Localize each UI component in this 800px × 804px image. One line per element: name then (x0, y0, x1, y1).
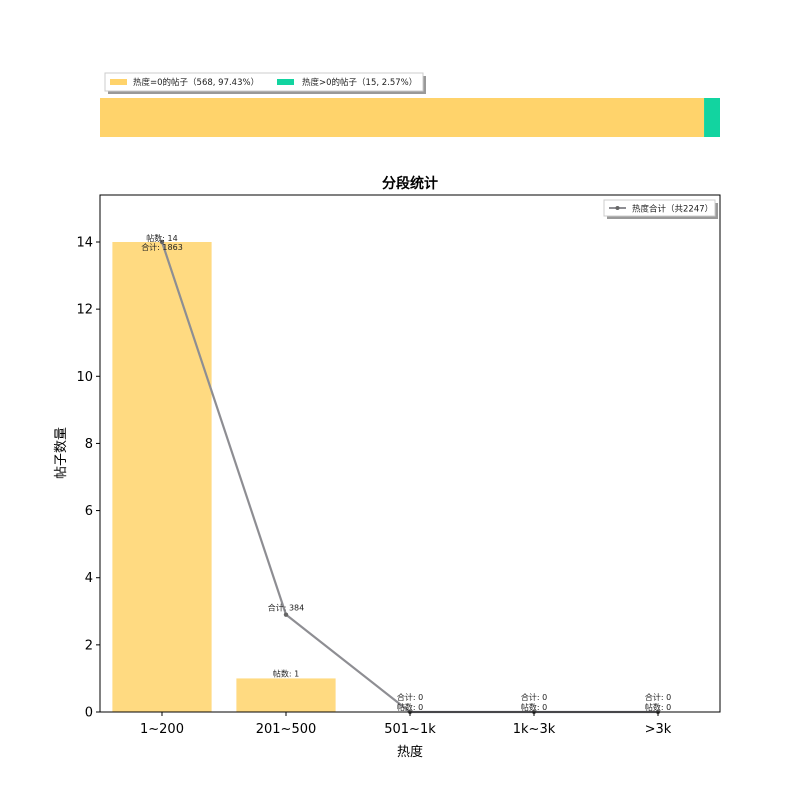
x-tick-label-1: 201~500 (256, 722, 317, 737)
chart-title: 分段统计 (382, 175, 438, 192)
ratio-legend-swatch-zero (110, 79, 127, 85)
line-series (159, 239, 661, 715)
bar-label-0: 帖数: 14 (146, 233, 177, 243)
line-path (160, 241, 658, 714)
line-legend-marker (615, 206, 620, 210)
bar-label-2: 帖数: 0 (397, 702, 423, 712)
x-tick-label-0: 1~200 (140, 722, 184, 737)
y-tick-label-7: 14 (76, 236, 93, 251)
ratio-segment-1 (704, 98, 720, 137)
bar-1 (236, 678, 336, 712)
line-label-2: 合计: 0 (397, 692, 423, 702)
y-tick-label-0: 0 (85, 706, 93, 721)
ratio-legend: 热度=0的帖子（568, 97.43%） 热度>0的帖子（15, 2.57%） (104, 72, 426, 94)
line-label-4: 合计: 0 (645, 692, 671, 702)
bar-series (112, 242, 336, 712)
ratio-legend-label-nonzero: 热度>0的帖子（15, 2.57%） (302, 77, 417, 88)
line-legend-label: 热度合计（共2247） (632, 204, 713, 215)
x-axis-label: 热度 (397, 744, 423, 760)
x-tick-label-4: >3k (645, 722, 672, 737)
y-tick-label-6: 12 (76, 303, 93, 318)
y-axis-label: 帖子数量 (54, 427, 69, 479)
line-legend: 热度合计（共2247） (603, 199, 718, 219)
bar-0 (112, 242, 212, 712)
y-tick-label-5: 10 (76, 370, 93, 385)
line-point-1 (283, 612, 289, 617)
bar-label-3: 帖数: 0 (521, 702, 547, 712)
bar-label-4: 帖数: 0 (645, 702, 671, 712)
y-tick-label-4: 8 (85, 437, 93, 452)
x-tick-label-2: 501~1k (384, 722, 436, 737)
y-tick-label-3: 6 (85, 504, 93, 519)
line-label-1: 合计: 384 (268, 603, 305, 613)
line-label-0: 合计: 1863 (141, 242, 183, 252)
y-tick-label-1: 2 (85, 638, 93, 653)
y-tick-label-2: 4 (85, 571, 93, 586)
line-label-3: 合计: 0 (521, 692, 547, 702)
ratio-legend-label-zero: 热度=0的帖子（568, 97.43%） (133, 77, 259, 88)
ratio-legend-swatch-nonzero (277, 79, 294, 85)
ratio-bar (100, 98, 720, 137)
bar-label-1: 帖数: 1 (273, 668, 299, 678)
ratio-legend-frame (104, 72, 424, 92)
line-point-0 (159, 239, 165, 245)
y-axis: 0 2 4 6 8 10 12 14 (76, 236, 100, 721)
ratio-segment-0 (100, 98, 705, 137)
x-tick-label-3: 1k~3k (513, 722, 556, 737)
x-axis: 1~200 201~500 501~1k 1k~3k >3k (140, 712, 672, 737)
line-legend-frame (603, 199, 716, 217)
